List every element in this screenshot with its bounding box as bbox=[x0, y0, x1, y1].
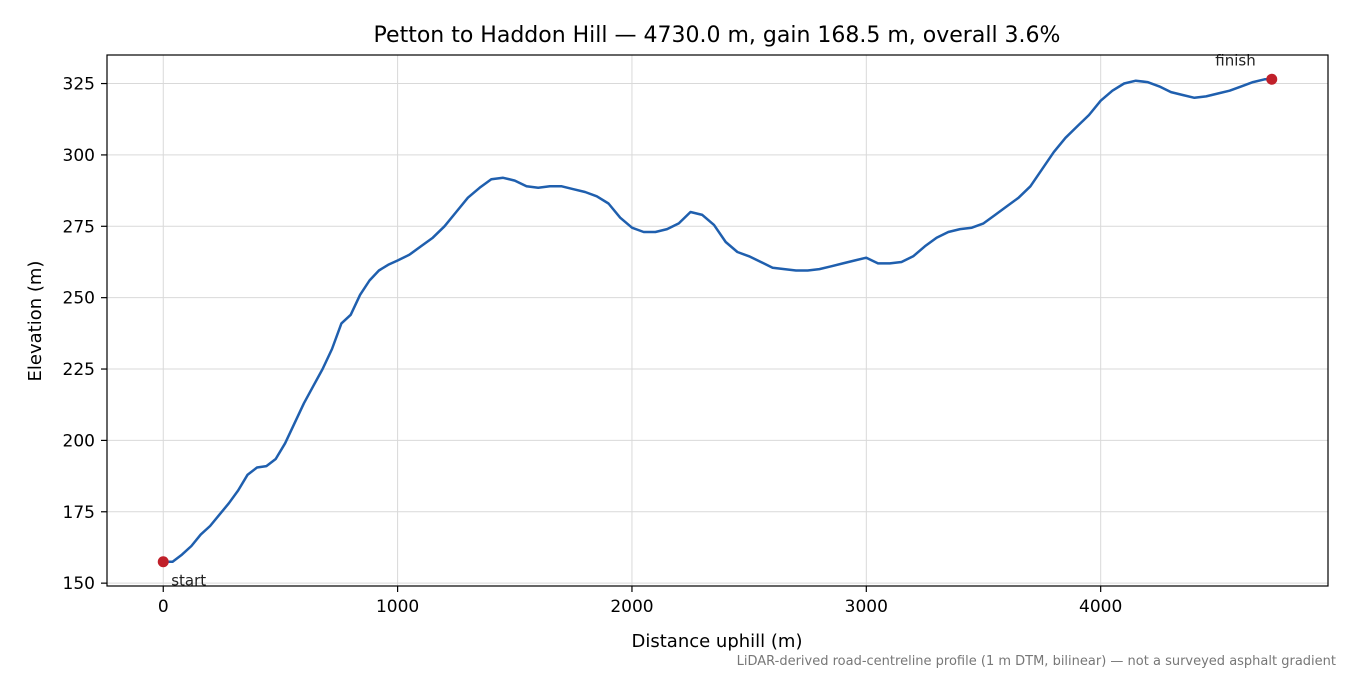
x-tick-label: 1000 bbox=[376, 597, 419, 617]
y-axis-label: Elevation (m) bbox=[25, 261, 46, 382]
x-tick-label: 0 bbox=[158, 597, 169, 617]
y-axis-ticks: 150 175 200 225 250 275 300 325 bbox=[63, 75, 107, 594]
y-tick-label: 200 bbox=[63, 431, 95, 451]
footnote: LiDAR-derived road-centreline profile (1… bbox=[737, 654, 1336, 669]
y-tick-label: 275 bbox=[63, 217, 95, 237]
chart-title: Petton to Haddon Hill — 4730.0 m, gain 1… bbox=[374, 23, 1061, 48]
y-tick-label: 300 bbox=[63, 146, 95, 166]
y-tick-label: 250 bbox=[63, 289, 95, 309]
endpoint-markers: start finish bbox=[157, 51, 1278, 590]
start-label: start bbox=[171, 572, 206, 590]
y-tick-label: 225 bbox=[63, 360, 95, 380]
y-tick-label: 175 bbox=[63, 503, 95, 523]
x-axis-label: Distance uphill (m) bbox=[632, 631, 803, 652]
y-tick-label: 325 bbox=[63, 75, 95, 95]
x-tick-label: 2000 bbox=[610, 597, 653, 617]
finish-marker bbox=[1266, 73, 1278, 85]
finish-label: finish bbox=[1215, 51, 1255, 69]
x-axis-ticks: 0 1000 2000 3000 4000 bbox=[158, 586, 1122, 617]
grid bbox=[107, 55, 1328, 586]
y-tick-label: 150 bbox=[63, 574, 95, 594]
x-tick-label: 4000 bbox=[1079, 597, 1122, 617]
start-marker bbox=[157, 556, 169, 568]
x-tick-label: 3000 bbox=[845, 597, 888, 617]
elevation-profile-line bbox=[163, 78, 1272, 563]
plot-frame bbox=[106, 54, 1329, 587]
